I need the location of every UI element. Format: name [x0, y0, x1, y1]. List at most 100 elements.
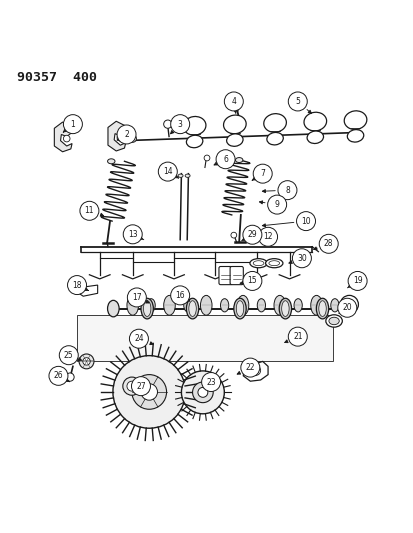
Circle shape — [337, 298, 356, 317]
Circle shape — [80, 201, 99, 220]
Text: 25: 25 — [64, 351, 74, 360]
Ellipse shape — [281, 301, 288, 317]
FancyBboxPatch shape — [230, 266, 243, 285]
Ellipse shape — [226, 134, 242, 147]
Circle shape — [258, 227, 277, 246]
Ellipse shape — [186, 135, 202, 148]
Ellipse shape — [343, 111, 366, 130]
Circle shape — [49, 366, 68, 385]
Text: 8: 8 — [285, 185, 289, 195]
Circle shape — [123, 377, 141, 395]
Polygon shape — [108, 122, 126, 151]
Circle shape — [204, 155, 209, 161]
Ellipse shape — [107, 159, 115, 164]
Circle shape — [127, 288, 146, 307]
Text: 22: 22 — [245, 363, 254, 372]
Ellipse shape — [185, 174, 190, 177]
Ellipse shape — [183, 117, 205, 135]
Text: 7: 7 — [260, 169, 264, 178]
Ellipse shape — [256, 298, 265, 312]
Circle shape — [192, 382, 213, 402]
Circle shape — [131, 377, 150, 395]
Text: 2: 2 — [124, 130, 128, 139]
Circle shape — [117, 125, 136, 144]
Circle shape — [63, 135, 70, 142]
Circle shape — [129, 135, 136, 142]
Text: 12: 12 — [263, 232, 272, 241]
Ellipse shape — [235, 158, 242, 163]
FancyBboxPatch shape — [77, 315, 332, 361]
Circle shape — [267, 195, 286, 214]
Text: 90357  400: 90357 400 — [17, 70, 97, 84]
Circle shape — [296, 212, 315, 231]
Ellipse shape — [200, 295, 211, 315]
Circle shape — [201, 373, 220, 392]
Ellipse shape — [223, 115, 246, 134]
Ellipse shape — [188, 301, 196, 317]
Circle shape — [197, 387, 207, 397]
Text: 23: 23 — [206, 377, 216, 386]
Ellipse shape — [328, 317, 338, 325]
Circle shape — [242, 271, 261, 290]
Circle shape — [79, 354, 94, 369]
Ellipse shape — [310, 295, 322, 315]
Text: 16: 16 — [175, 291, 185, 300]
Circle shape — [242, 225, 261, 244]
Polygon shape — [243, 361, 268, 381]
Text: 28: 28 — [323, 239, 332, 248]
Ellipse shape — [253, 261, 263, 265]
Ellipse shape — [143, 301, 150, 317]
Circle shape — [170, 115, 189, 134]
Circle shape — [59, 346, 78, 365]
Text: 15: 15 — [247, 277, 256, 286]
Circle shape — [240, 358, 259, 377]
Circle shape — [230, 232, 236, 238]
Text: 9: 9 — [274, 200, 279, 209]
Ellipse shape — [265, 259, 282, 268]
Text: 20: 20 — [342, 303, 351, 312]
Circle shape — [287, 92, 306, 111]
Circle shape — [224, 92, 243, 111]
Ellipse shape — [325, 315, 342, 327]
Ellipse shape — [127, 295, 138, 315]
Text: 17: 17 — [132, 293, 141, 302]
Text: 4: 4 — [231, 97, 236, 106]
Polygon shape — [54, 122, 72, 152]
Ellipse shape — [163, 295, 175, 315]
Text: 26: 26 — [54, 372, 63, 381]
Ellipse shape — [141, 298, 153, 319]
Ellipse shape — [249, 259, 267, 268]
Circle shape — [66, 373, 74, 381]
Text: 27: 27 — [136, 382, 145, 391]
Circle shape — [181, 371, 224, 414]
Ellipse shape — [178, 174, 183, 177]
Circle shape — [127, 381, 137, 391]
Ellipse shape — [236, 301, 243, 317]
Ellipse shape — [107, 300, 119, 317]
Circle shape — [216, 150, 235, 169]
Ellipse shape — [237, 295, 248, 315]
Circle shape — [132, 375, 166, 409]
Circle shape — [83, 358, 90, 365]
Text: 29: 29 — [247, 230, 256, 239]
Text: 1: 1 — [70, 119, 75, 128]
Text: 19: 19 — [352, 277, 361, 286]
Circle shape — [245, 228, 251, 234]
Circle shape — [287, 327, 306, 346]
Circle shape — [339, 295, 358, 313]
Circle shape — [67, 276, 86, 295]
Circle shape — [292, 249, 311, 268]
Ellipse shape — [303, 112, 326, 131]
Text: 24: 24 — [134, 334, 143, 343]
Circle shape — [318, 235, 337, 253]
Ellipse shape — [186, 298, 198, 319]
Circle shape — [163, 120, 171, 128]
Circle shape — [250, 366, 260, 375]
Text: 18: 18 — [72, 280, 82, 289]
Text: 3: 3 — [177, 119, 182, 128]
Circle shape — [277, 181, 296, 200]
Ellipse shape — [316, 298, 328, 319]
Polygon shape — [77, 285, 97, 296]
Circle shape — [347, 271, 366, 290]
Text: 10: 10 — [301, 216, 310, 225]
